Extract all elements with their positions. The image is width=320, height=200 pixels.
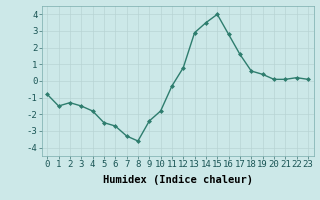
X-axis label: Humidex (Indice chaleur): Humidex (Indice chaleur) bbox=[103, 175, 252, 185]
